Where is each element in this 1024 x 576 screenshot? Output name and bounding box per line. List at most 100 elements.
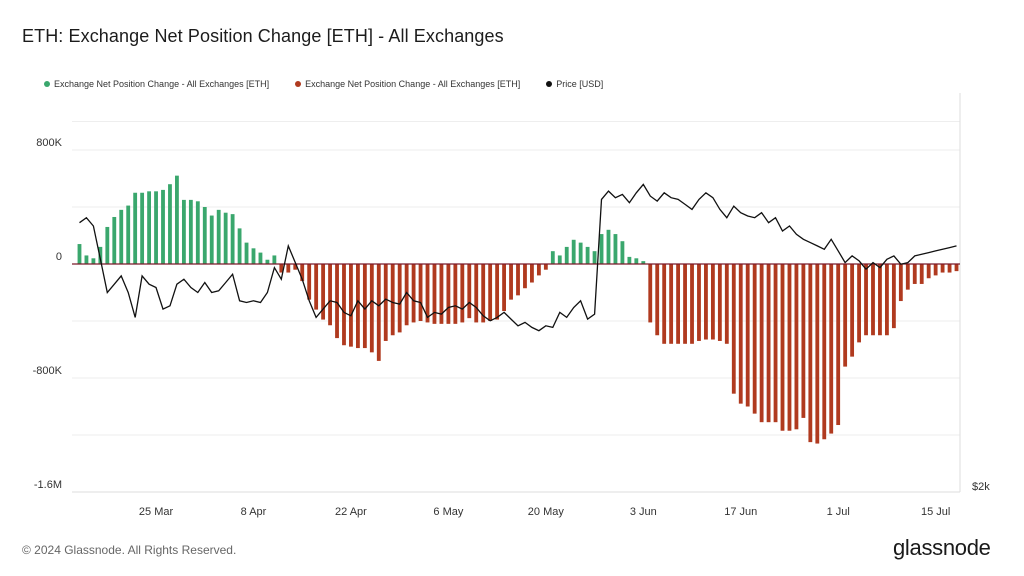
- bar-positive: [126, 205, 131, 264]
- bar-positive: [154, 191, 158, 264]
- x-tick-label: 15 Jul: [921, 506, 950, 518]
- bar-positive: [237, 228, 242, 265]
- bar-negative: [829, 264, 834, 434]
- bar-negative: [418, 264, 423, 321]
- bar-negative: [745, 264, 750, 407]
- bar-positive: [550, 251, 555, 264]
- bar-negative: [759, 264, 764, 423]
- bar-negative: [815, 264, 820, 444]
- bar-negative: [516, 264, 520, 296]
- legend-marker-black: [546, 81, 553, 87]
- bar-negative: [697, 264, 701, 341]
- bar-positive: [557, 255, 562, 264]
- bar-negative: [947, 264, 952, 273]
- bar-negative: [300, 264, 305, 282]
- bar-negative: [481, 264, 486, 323]
- bar-negative: [773, 264, 778, 423]
- bar-positive: [77, 244, 82, 264]
- legend-item-price[interactable]: Price [USD]: [546, 79, 603, 89]
- x-axis: 25 Mar 8 Apr 22 Apr 6 May 20 May 3 Jun 17 Jun 1…: [139, 506, 950, 518]
- bar-negative: [439, 264, 444, 324]
- bar-negative: [801, 264, 806, 418]
- bar-negative: [871, 264, 875, 336]
- bar-positive: [578, 242, 583, 265]
- bar-positive: [223, 212, 228, 264]
- bar-negative: [536, 264, 541, 276]
- bar-negative: [912, 264, 917, 284]
- bar-negative: [390, 264, 395, 336]
- bar-negative: [724, 264, 729, 344]
- bar-positive: [272, 255, 277, 264]
- bar-negative: [293, 264, 298, 270]
- bar-positive: [195, 201, 200, 264]
- bar-negative: [342, 264, 346, 346]
- bar-positive: [175, 175, 179, 264]
- bar-negative: [752, 264, 757, 414]
- bar-positive: [119, 209, 124, 264]
- bar-positive: [133, 192, 138, 264]
- bar-positive: [202, 207, 207, 264]
- bar-negative: [738, 264, 743, 404]
- glassnode-logo: glassnode: [893, 535, 991, 560]
- bar-negative: [328, 264, 332, 326]
- bar-negative: [460, 264, 465, 323]
- bar-negative: [397, 264, 402, 333]
- bar-positive: [627, 256, 632, 265]
- bar-positive: [209, 215, 214, 264]
- bar-negative: [843, 264, 848, 367]
- bar-negative: [425, 264, 430, 323]
- bar-positive: [599, 234, 604, 264]
- bar-negative: [891, 264, 896, 329]
- bar-negative: [446, 264, 451, 324]
- bar-positive: [634, 258, 639, 264]
- x-tick-label: 17 Jun: [724, 506, 757, 518]
- bar-negative: [488, 264, 493, 321]
- y-tick-label: -1.6M: [34, 479, 62, 491]
- bar-positive: [168, 184, 172, 264]
- bar-positive: [230, 214, 235, 265]
- bar-negative: [335, 264, 339, 339]
- bar-negative: [787, 264, 792, 431]
- legend-item-inflow[interactable]: Exchange Net Position Change - All Excha…: [44, 79, 269, 89]
- bar-negative: [905, 264, 910, 290]
- bar-negative: [530, 264, 534, 283]
- bar-negative: [850, 264, 855, 357]
- bar-negative: [523, 264, 527, 289]
- bar-positive: [606, 229, 611, 264]
- bar-negative: [321, 264, 326, 320]
- legend-label-price: Price [USD]: [556, 79, 604, 89]
- bar-negative: [704, 264, 708, 340]
- bar-positive: [188, 199, 193, 265]
- legend-marker-red: [295, 81, 302, 87]
- bar-positive: [251, 248, 256, 264]
- bar-negative: [543, 264, 548, 270]
- bar-negative: [355, 264, 360, 349]
- bar-positive: [161, 189, 165, 264]
- bar-positive: [585, 246, 590, 264]
- bar-positive: [641, 261, 646, 264]
- bar-negative: [836, 264, 841, 426]
- legend-item-outflow[interactable]: Exchange Net Position Change - All Excha…: [295, 79, 520, 89]
- bar-negative: [648, 264, 653, 323]
- bar-negative: [926, 264, 931, 279]
- bar-negative: [376, 264, 381, 361]
- bar-positive: [571, 239, 576, 264]
- bar-negative: [940, 264, 945, 273]
- grid-lines: [72, 93, 961, 493]
- bar-negative: [780, 264, 785, 431]
- bar-negative: [710, 264, 715, 340]
- bar-negative: [509, 264, 513, 300]
- bar-negative: [898, 264, 903, 302]
- x-tick-label: 20 May: [528, 506, 565, 518]
- x-tick-label: 1 Jul: [827, 506, 850, 518]
- bar-negative: [822, 264, 827, 440]
- bar-negative: [669, 264, 674, 344]
- x-tick-label: 3 Jun: [630, 506, 657, 518]
- x-tick-label: 22 Apr: [335, 506, 367, 518]
- chart-legend: Exchange Net Position Change - All Excha…: [44, 79, 603, 89]
- x-tick-label: 6 May: [433, 506, 463, 518]
- bar-positive: [216, 209, 221, 264]
- bar-negative: [362, 264, 367, 349]
- x-tick-label: 8 Apr: [241, 506, 267, 518]
